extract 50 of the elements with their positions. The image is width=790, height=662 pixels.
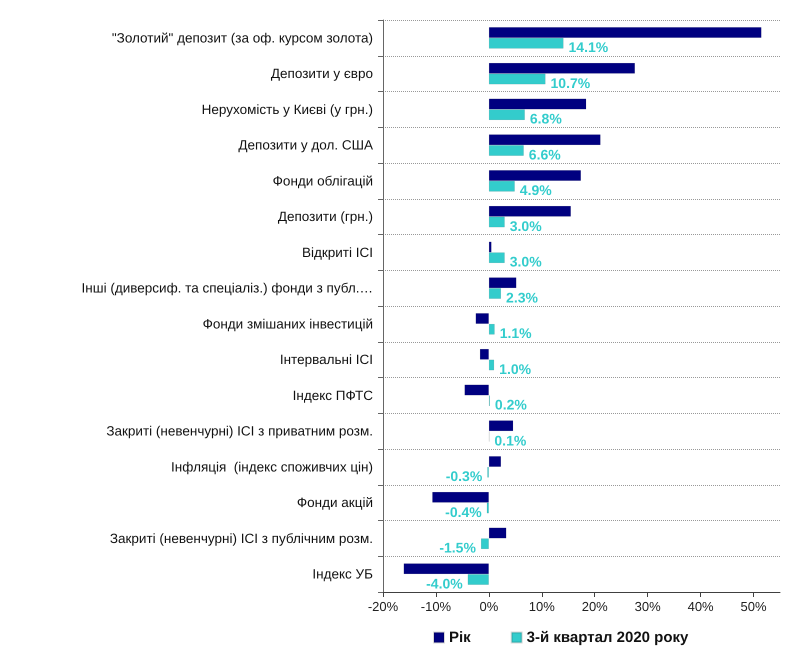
- y-tick-label: Інфляція (індекс споживчих цін): [171, 459, 373, 474]
- bar: [488, 528, 506, 538]
- x-tick-label: 50%: [740, 599, 767, 614]
- bar: [464, 384, 489, 396]
- y-tick-label: Закриті (невенчурні) ІСІ з публічним розм.: [110, 530, 373, 546]
- data-label: -0.4%: [445, 504, 482, 520]
- bar: [480, 538, 489, 550]
- y-tick-label: Закриті (невенчурні) ІСІ з приватним розм.: [106, 424, 373, 439]
- x-tick-label: 10%: [528, 599, 556, 614]
- y-tick-label: Фонди акцій: [296, 495, 373, 510]
- data-label: 0.1%: [494, 432, 527, 448]
- data-label: -0.3%: [446, 468, 483, 484]
- data-label: 6.6%: [528, 146, 562, 162]
- y-tick-label: Інтервальні ІСІ: [280, 352, 373, 368]
- bar: [488, 360, 494, 370]
- bar: [480, 348, 489, 360]
- y-tick-label: Інші (диверсиф. та спеціаліз.) фонди з публ.…: [82, 280, 373, 296]
- data-label: 6.8%: [530, 110, 562, 127]
- data-label: -1.5%: [439, 540, 476, 556]
- bar: [488, 324, 495, 335]
- y-tick-label: Депозити у дол. США: [238, 138, 373, 153]
- y-tick-label: Фонди облігацій: [272, 173, 373, 188]
- data-label: 3.0%: [510, 218, 542, 234]
- data-label: -4.0%: [426, 575, 464, 592]
- data-label: 4.9%: [520, 182, 552, 198]
- bar: [476, 313, 489, 324]
- bar: [488, 456, 502, 467]
- x-tick-label: 40%: [688, 599, 714, 614]
- y-tick-label: Індекс ПФТС: [292, 388, 374, 403]
- y-tick-label: Відкриті ІСІ: [302, 244, 373, 260]
- x-tick-label: -20%: [368, 599, 399, 614]
- data-label: 1.0%: [499, 360, 532, 377]
- y-tick-label: "Золотий" депозит (за оф. курсом золота): [112, 30, 373, 46]
- data-label: 14.1%: [568, 39, 609, 56]
- y-tick-label: Депозити (грн.): [278, 209, 373, 224]
- y-tick-label: Індекс УБ: [312, 566, 374, 582]
- legend-label: Рік: [449, 629, 472, 646]
- x-tick-label: -10%: [420, 599, 452, 614]
- data-label: 3.0%: [510, 254, 542, 270]
- y-tick-label: Фонди змішаних інвестицій: [202, 316, 373, 332]
- data-label: 2.3%: [506, 289, 539, 306]
- y-tick-label: Нерухомість у Києві (у грн.): [202, 102, 373, 117]
- x-tick-label: 30%: [634, 599, 662, 614]
- data-label: 10.7%: [550, 74, 591, 91]
- x-tick-label: 20%: [582, 599, 608, 614]
- legend-label: 3-й квартал 2020 року: [526, 629, 689, 646]
- data-label: 0.2%: [494, 396, 528, 413]
- x-tick-label: 0%: [479, 599, 499, 614]
- data-label: 1.1%: [500, 325, 532, 342]
- y-tick-label: Депозити у євро: [270, 66, 373, 82]
